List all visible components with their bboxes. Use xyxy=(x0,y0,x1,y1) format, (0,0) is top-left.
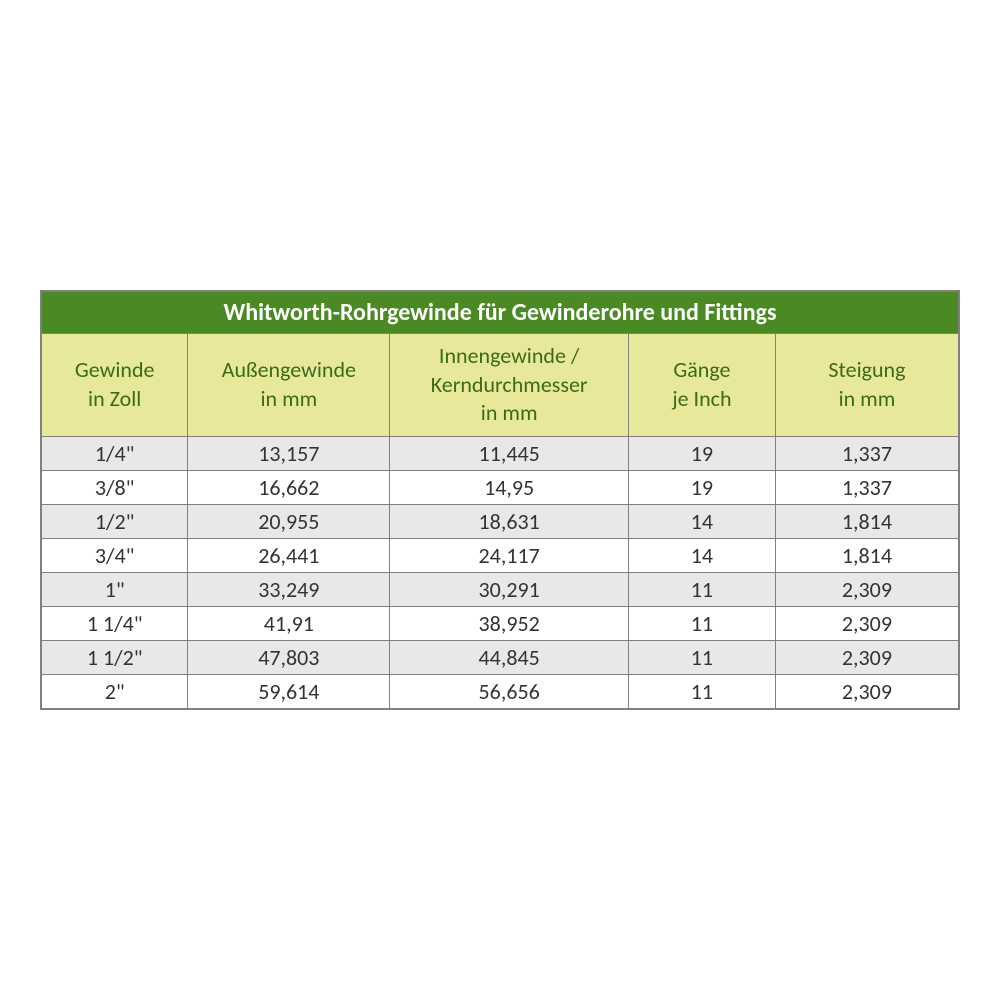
cell-innengewinde: 38,952 xyxy=(390,606,629,640)
cell-gaenge: 14 xyxy=(629,504,776,538)
cell-aussengewinde: 13,157 xyxy=(188,436,390,470)
header-gewinde: Gewinde in Zoll xyxy=(41,334,188,437)
cell-gewinde: 3/4" xyxy=(41,538,188,572)
cell-innengewinde: 14,95 xyxy=(390,470,629,504)
header-aussengewinde: Außengewinde in mm xyxy=(188,334,390,437)
table-row: 1/4" 13,157 11,445 19 1,337 xyxy=(41,436,959,470)
table-title-row: Whitworth-Rohrgewinde für Gewinderohre u… xyxy=(41,291,959,334)
cell-innengewinde: 11,445 xyxy=(390,436,629,470)
cell-gewinde: 2" xyxy=(41,674,188,709)
whitworth-table-container: Whitworth-Rohrgewinde für Gewinderohre u… xyxy=(40,290,960,710)
cell-gaenge: 11 xyxy=(629,640,776,674)
cell-gewinde: 1/4" xyxy=(41,436,188,470)
cell-steigung: 1,337 xyxy=(775,470,959,504)
header-steigung: Steigung in mm xyxy=(775,334,959,437)
cell-aussengewinde: 41,91 xyxy=(188,606,390,640)
cell-gaenge: 11 xyxy=(629,606,776,640)
cell-steigung: 2,309 xyxy=(775,640,959,674)
cell-gewinde: 1 1/2" xyxy=(41,640,188,674)
table-header-row: Gewinde in Zoll Außengewinde in mm Innen… xyxy=(41,334,959,437)
cell-innengewinde: 56,656 xyxy=(390,674,629,709)
cell-steigung: 2,309 xyxy=(775,674,959,709)
table-row: 1 1/4" 41,91 38,952 11 2,309 xyxy=(41,606,959,640)
cell-gewinde: 3/8" xyxy=(41,470,188,504)
cell-aussengewinde: 20,955 xyxy=(188,504,390,538)
cell-innengewinde: 18,631 xyxy=(390,504,629,538)
cell-aussengewinde: 16,662 xyxy=(188,470,390,504)
table-row: 3/4" 26,441 24,117 14 1,814 xyxy=(41,538,959,572)
cell-gewinde: 1 1/4" xyxy=(41,606,188,640)
cell-gewinde: 1/2" xyxy=(41,504,188,538)
cell-innengewinde: 24,117 xyxy=(390,538,629,572)
cell-gaenge: 14 xyxy=(629,538,776,572)
table-row: 1/2" 20,955 18,631 14 1,814 xyxy=(41,504,959,538)
cell-innengewinde: 44,845 xyxy=(390,640,629,674)
cell-aussengewinde: 26,441 xyxy=(188,538,390,572)
table-row: 1" 33,249 30,291 11 2,309 xyxy=(41,572,959,606)
cell-aussengewinde: 47,803 xyxy=(188,640,390,674)
cell-steigung: 1,814 xyxy=(775,538,959,572)
table-row: 1 1/2" 47,803 44,845 11 2,309 xyxy=(41,640,959,674)
table-title: Whitworth-Rohrgewinde für Gewinderohre u… xyxy=(41,291,959,334)
cell-innengewinde: 30,291 xyxy=(390,572,629,606)
cell-gaenge: 19 xyxy=(629,436,776,470)
whitworth-table: Whitworth-Rohrgewinde für Gewinderohre u… xyxy=(40,290,960,710)
cell-gewinde: 1" xyxy=(41,572,188,606)
cell-steigung: 2,309 xyxy=(775,572,959,606)
table-row: 2" 59,614 56,656 11 2,309 xyxy=(41,674,959,709)
cell-aussengewinde: 33,249 xyxy=(188,572,390,606)
cell-gaenge: 19 xyxy=(629,470,776,504)
cell-aussengewinde: 59,614 xyxy=(188,674,390,709)
cell-gaenge: 11 xyxy=(629,572,776,606)
cell-steigung: 2,309 xyxy=(775,606,959,640)
header-innengewinde: Innengewinde / Kerndurchmesser in mm xyxy=(390,334,629,437)
cell-gaenge: 11 xyxy=(629,674,776,709)
table-row: 3/8" 16,662 14,95 19 1,337 xyxy=(41,470,959,504)
header-gaenge: Gänge je Inch xyxy=(629,334,776,437)
cell-steigung: 1,814 xyxy=(775,504,959,538)
cell-steigung: 1,337 xyxy=(775,436,959,470)
